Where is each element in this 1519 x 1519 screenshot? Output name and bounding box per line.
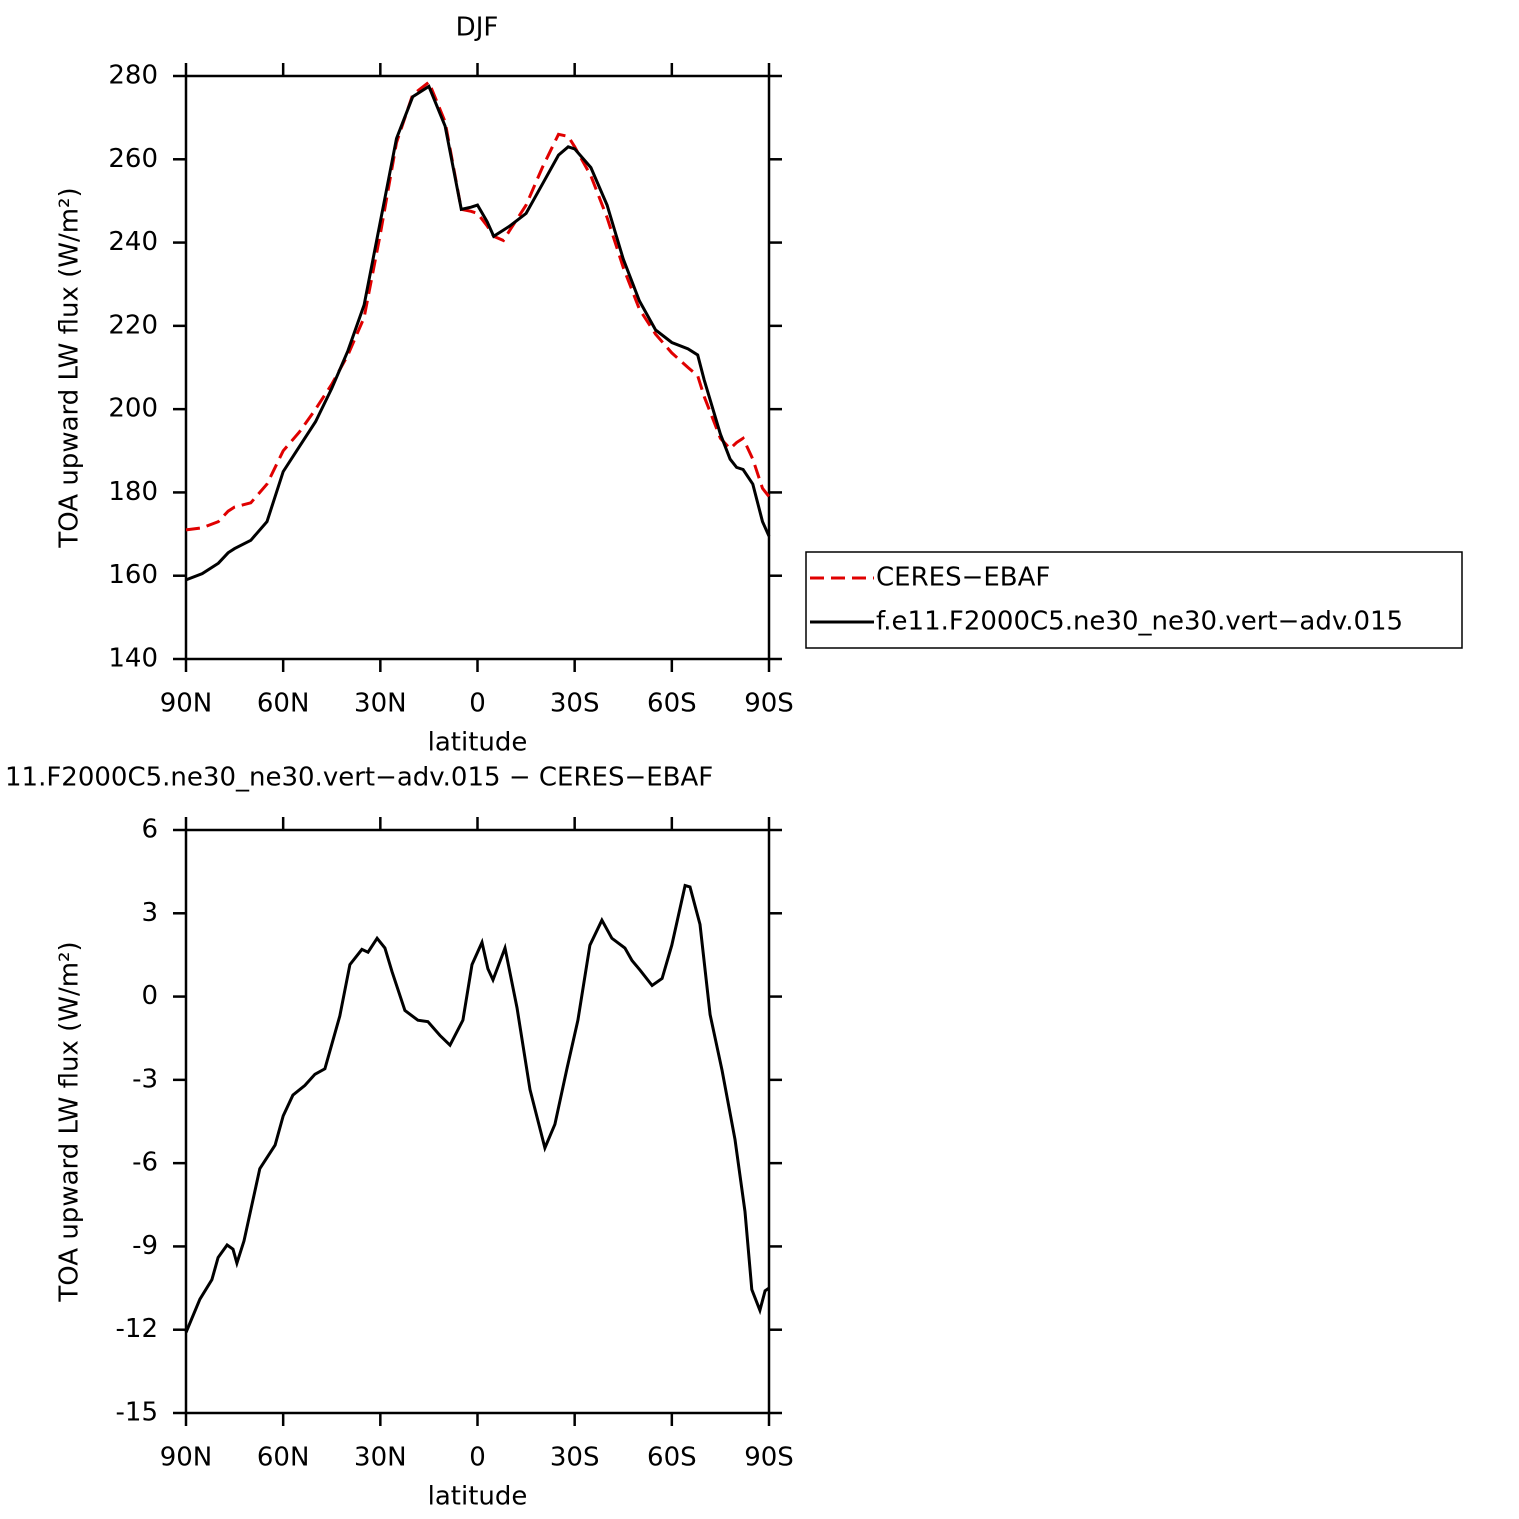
y-tick-label: 280 [108,61,158,91]
line-series [185,79,771,532]
x-tick-label: 90N [160,1443,213,1473]
x-tick-label: 60S [647,689,697,719]
x-tick-label: 60N [257,689,310,719]
x-tick-label: 90S [744,689,794,719]
plot-frame [184,74,771,661]
chart-title: DJF [456,13,499,43]
x-axis-label: latitude [428,1482,528,1512]
x-tick-label: 0 [469,689,486,719]
y-tick-label: 6 [141,815,158,845]
y-tick-label: 3 [141,898,158,928]
legend-label: CERES−EBAF [876,563,1050,593]
chart-title: 11.F2000C5.ne30_ne30.vert−adv.015 − CERE… [5,763,713,793]
x-tick-label: 30S [550,1443,600,1473]
y-tick-label: 140 [108,644,158,674]
plot-frame [184,828,771,1415]
line-series [184,883,770,1334]
y-tick-label: -15 [116,1398,158,1428]
legend-label: f.e11.F2000C5.ne30_ne30.vert−adv.015 [876,607,1403,637]
legend-box [805,551,1463,649]
x-tick-label: 30N [354,1443,407,1473]
y-tick-label: 0 [141,981,158,1011]
x-tick-label: 60S [647,1443,697,1473]
y-tick-label: 160 [108,560,158,590]
x-tick-label: 0 [469,1443,486,1473]
x-tick-label: 30S [550,689,600,719]
y-tick-label: -6 [132,1148,158,1178]
x-axis-label: latitude [428,728,528,758]
x-tick-label: 30N [354,689,407,719]
y-tick-label: -12 [116,1314,158,1344]
x-tick-label: 60N [257,1443,310,1473]
x-tick-label: 90S [744,1443,794,1473]
x-tick-label: 90N [160,689,213,719]
y-tick-label: 240 [108,227,158,257]
y-tick-label: 180 [108,477,158,507]
y-tick-label: -3 [132,1064,158,1094]
y-axis-label: TOA upward LW flux (W/m²) [55,187,85,548]
y-tick-label: -9 [132,1231,158,1261]
y-tick-label: 260 [108,144,158,174]
y-axis-label: TOA upward LW flux (W/m²) [55,941,85,1302]
line-series [185,84,771,582]
y-tick-label: 200 [108,394,158,424]
y-tick-label: 220 [108,310,158,340]
